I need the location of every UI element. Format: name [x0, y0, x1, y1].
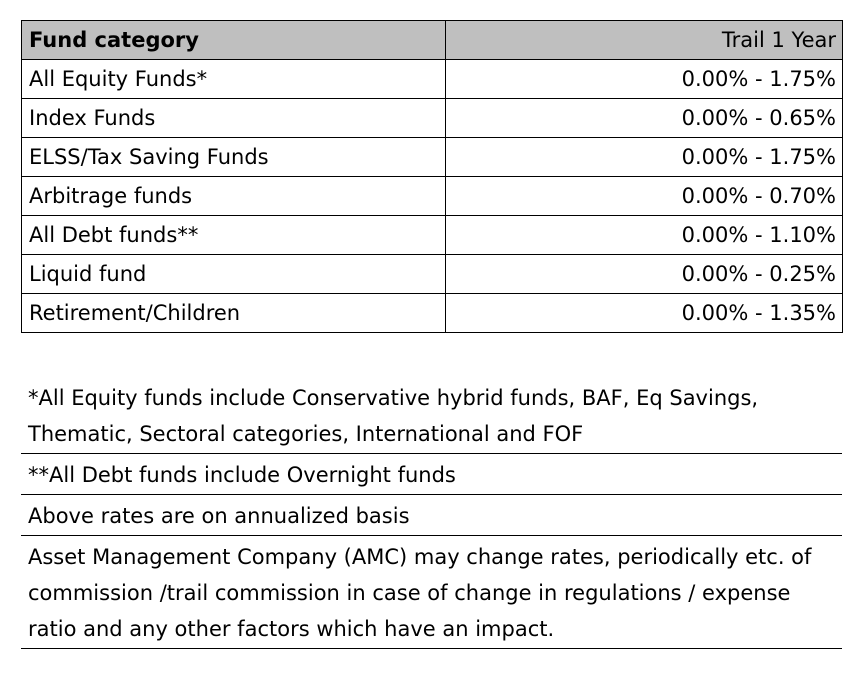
table-row: ELSS/Tax Saving Funds 0.00% - 1.75%	[21, 137, 843, 177]
header-trail-1-year: Trail 1 Year	[445, 20, 843, 60]
footnotes: *All Equity funds include Conservative h…	[21, 376, 842, 649]
fund-category-cell: ELSS/Tax Saving Funds	[21, 137, 446, 177]
fund-category-cell: All Equity Funds*	[21, 59, 446, 99]
trail-rate-cell: 0.00% - 1.75%	[445, 59, 843, 99]
table-row: Liquid fund 0.00% - 0.25%	[21, 254, 843, 294]
fund-category-cell: Index Funds	[21, 98, 446, 138]
table-row: Retirement/Children 0.00% - 1.35%	[21, 293, 843, 333]
amc-disclaimer: Asset Management Company (AMC) may chang…	[21, 536, 842, 649]
table-row: All Debt funds** 0.00% - 1.10%	[21, 215, 843, 255]
fund-trail-table: Fund category Trail 1 Year All Equity Fu…	[21, 20, 843, 333]
annualized-note: Above rates are on annualized basis	[21, 495, 842, 536]
table-row: Arbitrage funds 0.00% - 0.70%	[21, 176, 843, 216]
header-fund-category: Fund category	[21, 20, 446, 60]
trail-rate-cell: 0.00% - 1.35%	[445, 293, 843, 333]
fund-category-cell: Retirement/Children	[21, 293, 446, 333]
equity-footnote: *All Equity funds include Conservative h…	[21, 376, 842, 454]
trail-rate-cell: 0.00% - 0.70%	[445, 176, 843, 216]
trail-rate-cell: 0.00% - 0.65%	[445, 98, 843, 138]
fund-category-cell: Arbitrage funds	[21, 176, 446, 216]
table-row: Index Funds 0.00% - 0.65%	[21, 98, 843, 138]
trail-rate-cell: 0.00% - 0.25%	[445, 254, 843, 294]
table-row: All Equity Funds* 0.00% - 1.75%	[21, 59, 843, 99]
fund-category-cell: Liquid fund	[21, 254, 446, 294]
debt-footnote: **All Debt funds include Overnight funds	[21, 454, 842, 495]
fund-category-cell: All Debt funds**	[21, 215, 446, 255]
table-header-row: Fund category Trail 1 Year	[21, 20, 843, 60]
trail-rate-cell: 0.00% - 1.10%	[445, 215, 843, 255]
trail-rate-cell: 0.00% - 1.75%	[445, 137, 843, 177]
